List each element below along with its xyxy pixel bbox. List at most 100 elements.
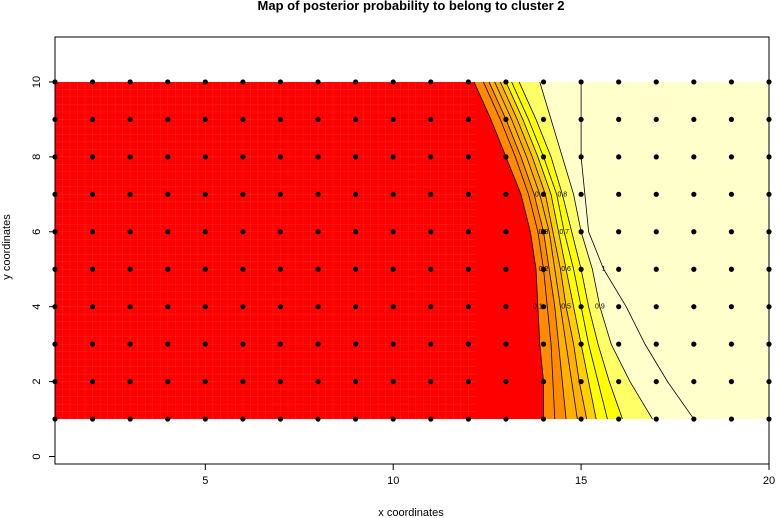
data-point: [315, 266, 321, 272]
data-point: [428, 116, 434, 123]
data-point: [691, 341, 697, 347]
data-point: [127, 229, 133, 235]
data-point: [390, 229, 396, 235]
field-band-0.4: [494, 81, 587, 420]
data-point: [277, 266, 284, 272]
data-point: [540, 229, 547, 235]
data-point: [540, 304, 547, 310]
data-point: [127, 341, 133, 347]
data-point: [540, 79, 547, 85]
data-point: [691, 116, 697, 123]
data-point: [691, 304, 697, 310]
data-point: [240, 191, 246, 197]
data-point: [540, 416, 547, 422]
contour-label-0.6: 0.6: [561, 266, 571, 273]
data-point: [202, 304, 208, 310]
data-point: [240, 378, 246, 385]
data-point: [616, 154, 622, 160]
data-point: [540, 266, 547, 272]
plot-frame: [54, 36, 770, 465]
data-point: [353, 266, 359, 272]
data-point: [728, 229, 735, 235]
data-point: [503, 266, 509, 272]
data-point: [315, 304, 321, 310]
data-point: [240, 416, 246, 422]
data-point: [578, 79, 584, 85]
data-point: [202, 79, 208, 85]
data-point: [578, 304, 584, 310]
data-point: [89, 154, 96, 160]
x-axis-label: x coordinates: [378, 507, 444, 518]
contour-line-0.1: [473, 81, 544, 420]
contour-line-0.9: [539, 81, 653, 420]
data-point: [390, 304, 396, 310]
contour-label-0.9: 0.9: [595, 304, 605, 311]
data-point: [728, 378, 735, 385]
data-point: [578, 378, 584, 385]
data-point: [691, 191, 697, 197]
data-point: [89, 378, 96, 385]
data-point: [89, 416, 96, 422]
data-point: [540, 116, 547, 123]
data-point: [616, 416, 622, 422]
field-band-0.3: [489, 81, 578, 420]
data-point: [89, 116, 96, 123]
x-tick-label: 20: [763, 475, 775, 487]
data-point: [691, 79, 697, 85]
data-point: [653, 304, 659, 310]
data-point: [277, 341, 284, 347]
data-point: [315, 79, 321, 85]
data-point: [653, 191, 659, 197]
data-point: [465, 79, 471, 85]
data-point: [202, 191, 208, 197]
data-point: [277, 154, 284, 160]
data-point: [202, 116, 208, 123]
field-band-0.1: [474, 81, 555, 420]
data-point: [89, 191, 96, 197]
data-point: [691, 154, 697, 160]
field-band-0.6: [505, 81, 608, 420]
data-point: [653, 378, 659, 385]
data-point: [240, 154, 246, 160]
data-point: [691, 266, 697, 272]
data-point: [353, 304, 359, 310]
data-point: [240, 79, 246, 85]
y-tick-label: 8: [31, 154, 43, 160]
field-band-0.7: [511, 81, 623, 420]
data-point: [127, 266, 133, 272]
data-point: [240, 304, 246, 310]
contour-label-0.5: 0.5: [561, 304, 571, 311]
data-point: [165, 116, 171, 123]
data-point: [165, 154, 171, 160]
data-point: [616, 116, 622, 123]
data-point: [127, 378, 133, 385]
data-point: [616, 341, 622, 347]
data-point: [540, 378, 547, 385]
data-point: [353, 154, 359, 160]
data-point: [277, 79, 284, 85]
data-point: [465, 154, 471, 160]
data-point: [728, 266, 735, 272]
data-point: [653, 416, 659, 422]
data-point: [202, 229, 208, 235]
data-point: [503, 154, 509, 160]
data-point: [202, 154, 208, 160]
data-point: [428, 341, 434, 347]
y-tick-label: 0: [31, 453, 43, 459]
contour-label-0.4: 0.4: [535, 191, 545, 198]
data-point: [277, 191, 284, 197]
data-point: [728, 79, 735, 85]
data-point: [540, 154, 547, 160]
data-point: [578, 229, 584, 235]
data-point: [353, 341, 359, 347]
data-point: [390, 191, 396, 197]
y-tick-label: 4: [31, 304, 43, 310]
data-point: [390, 266, 396, 272]
plot-area: 0.10.20.30.40.50.60.70.80.91: [52, 79, 772, 422]
y-axis-label: y coordinates: [1, 214, 13, 280]
contour-line-0.5: [499, 81, 588, 420]
data-point: [653, 154, 659, 160]
data-point: [315, 154, 321, 160]
data-point: [728, 341, 735, 347]
